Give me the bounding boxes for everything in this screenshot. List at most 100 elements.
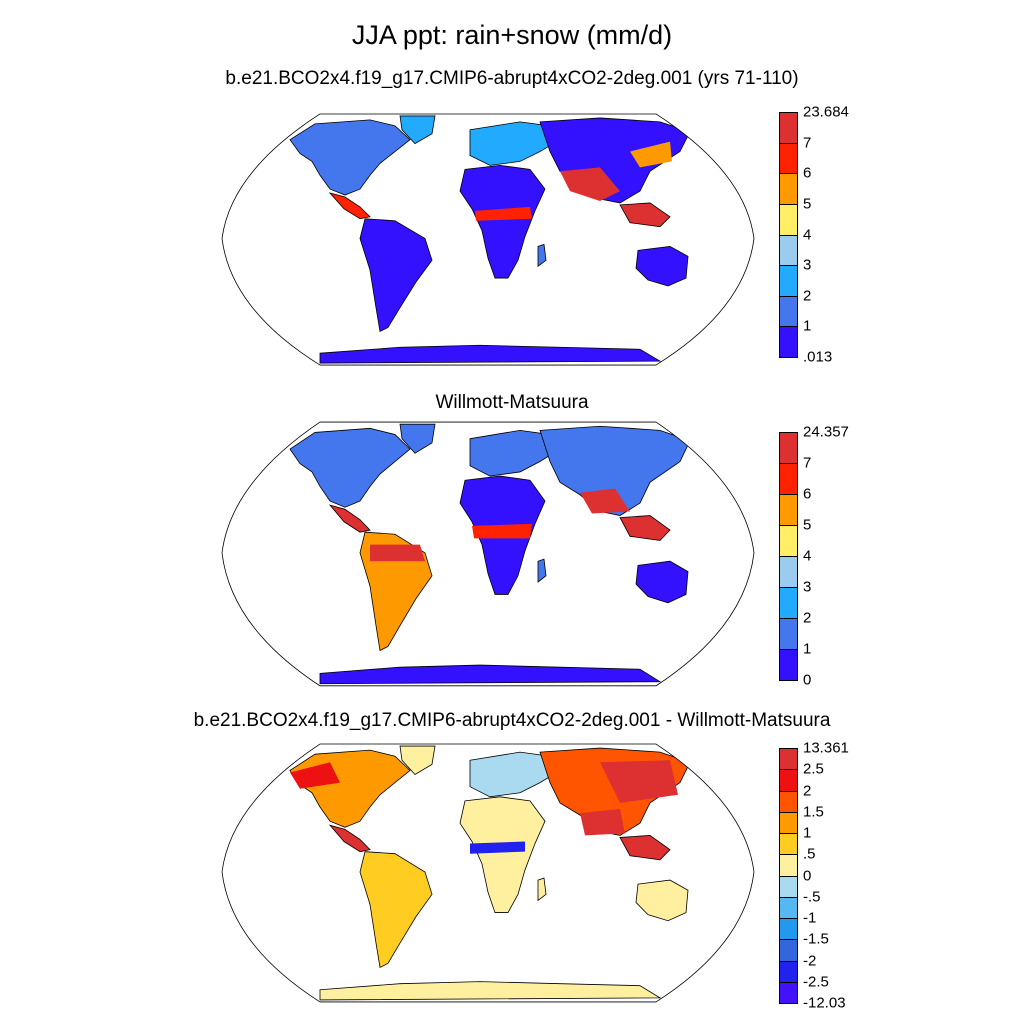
precip-patch	[600, 760, 678, 803]
colorbar-box	[779, 939, 798, 962]
colorbar-box	[779, 618, 798, 650]
colorbar-label: 7	[803, 454, 812, 472]
colorbar-box	[779, 790, 798, 813]
precip-patch	[370, 544, 425, 562]
colorbar-label: 1	[803, 640, 812, 658]
landmass-au	[635, 560, 689, 604]
colorbar-label: 24.357	[803, 423, 849, 441]
colorbar-label: 4	[803, 226, 812, 243]
landmass-gl	[399, 423, 436, 454]
colorbar-box	[779, 326, 798, 358]
colorbar-box	[779, 234, 798, 267]
landmass-eu	[469, 121, 561, 166]
landmass-an	[319, 664, 662, 685]
colorbar-label: 1	[803, 824, 812, 842]
figure-title: JJA ppt: rain+snow (mm/d)	[351, 20, 673, 50]
colorbar-box	[779, 556, 798, 588]
colorbar-label: 1.5	[803, 803, 824, 821]
colorbar-box	[779, 833, 798, 856]
precip-patch	[472, 523, 532, 539]
colorbar-box	[779, 748, 798, 771]
colorbar-box	[779, 811, 798, 834]
panel-2-map	[220, 420, 756, 690]
colorbar-label: 5	[803, 195, 812, 213]
colorbar-box	[779, 854, 798, 877]
landmass-au	[635, 879, 689, 922]
colorbar-label: 5	[803, 516, 812, 534]
colorbar-label: 13.361	[803, 739, 849, 757]
landmass-au	[635, 246, 689, 287]
landmass-an	[319, 344, 662, 364]
panel-3-colorbar: 13.361 2.5 2 1.5 1.5 0 -.5 -1 -1.5 -2 -2.5 -12.03	[779, 741, 899, 1011]
landmass-gl	[399, 745, 436, 776]
precip-patch	[560, 167, 620, 201]
landmass-gl	[399, 115, 436, 145]
colorbar-box	[779, 203, 798, 236]
colorbar-box	[779, 432, 798, 464]
colorbar-box	[779, 649, 798, 681]
panel-1-map	[220, 112, 756, 369]
landmass-sa	[359, 851, 433, 969]
colorbar-box	[779, 295, 798, 328]
landmass-af	[459, 164, 546, 279]
colorbar-label: 0	[803, 867, 812, 884]
colorbar-label: 3	[803, 578, 812, 596]
map-outline	[221, 421, 755, 687]
colorbar-box	[779, 769, 798, 792]
precip-patch	[580, 488, 630, 514]
colorbar-box	[779, 918, 798, 941]
panel-1-colorbar: 23.684 7 6 5 4 3 2 1 .013	[779, 105, 899, 365]
landmass-mad	[537, 877, 547, 902]
precip-patch	[475, 206, 532, 221]
colorbar-box	[779, 896, 798, 919]
colorbar-box	[779, 463, 798, 495]
colorbar-label: -2	[803, 952, 817, 969]
precip-patch	[470, 841, 525, 854]
colorbar-label: -12.03	[803, 994, 846, 1012]
landmass-na	[289, 427, 411, 508]
colorbar-label: 2.5	[803, 760, 824, 778]
colorbar-box	[779, 142, 798, 175]
colorbar-label: .013	[803, 348, 833, 366]
colorbar-label: 0	[803, 671, 812, 689]
colorbar-box	[779, 587, 798, 619]
landmass-af	[459, 796, 546, 913]
colorbar-box	[779, 112, 798, 144]
panel-2-colorbar: 24.357 7 6 5 4 3 2 1 0	[779, 425, 899, 688]
landmass-ca	[328, 504, 371, 533]
colorbar-box	[779, 875, 798, 898]
colorbar-box	[779, 494, 798, 526]
precip-patch	[580, 809, 625, 836]
landmass-sea	[619, 515, 671, 541]
landmass-na	[289, 119, 411, 196]
colorbar-label: 6	[803, 485, 812, 503]
panel-2-title: Willmott-Matsuura	[435, 392, 589, 413]
landmass-sea	[619, 835, 671, 861]
colorbar-label: .5	[803, 845, 816, 863]
colorbar-box	[779, 525, 798, 557]
colorbar-label: -1	[803, 909, 817, 927]
colorbar-label: 1	[803, 317, 812, 335]
colorbar-label: -.5	[803, 888, 821, 906]
landmass-an	[319, 981, 662, 1001]
colorbar-label: 6	[803, 164, 812, 182]
colorbar-label: 7	[803, 134, 812, 152]
landmass-mad	[537, 243, 547, 267]
colorbar-label: 4	[803, 547, 812, 565]
panel-3-title: b.e21.BCO2x4.f19_g17.CMIP6-abrupt4xCO2-2…	[193, 710, 831, 731]
landmass-eu	[469, 429, 561, 477]
map-outline	[221, 113, 755, 366]
colorbar-label: 2	[803, 287, 812, 305]
panel-1-title: b.e21.BCO2x4.f19_g17.CMIP6-abrupt4xCO2-2…	[225, 68, 799, 89]
precip-patch	[290, 762, 340, 789]
colorbar-label: -2.5	[803, 973, 829, 991]
landmass-ca	[328, 192, 371, 220]
colorbar-label: -1.5	[803, 930, 829, 948]
panel-3-map	[220, 742, 756, 1006]
landmass-ca	[328, 824, 371, 853]
colorbar-box	[779, 960, 798, 983]
landmass-sa	[359, 218, 433, 333]
colorbar-box	[779, 981, 798, 1004]
landmass-as	[539, 425, 691, 516]
landmass-sea	[619, 202, 671, 228]
